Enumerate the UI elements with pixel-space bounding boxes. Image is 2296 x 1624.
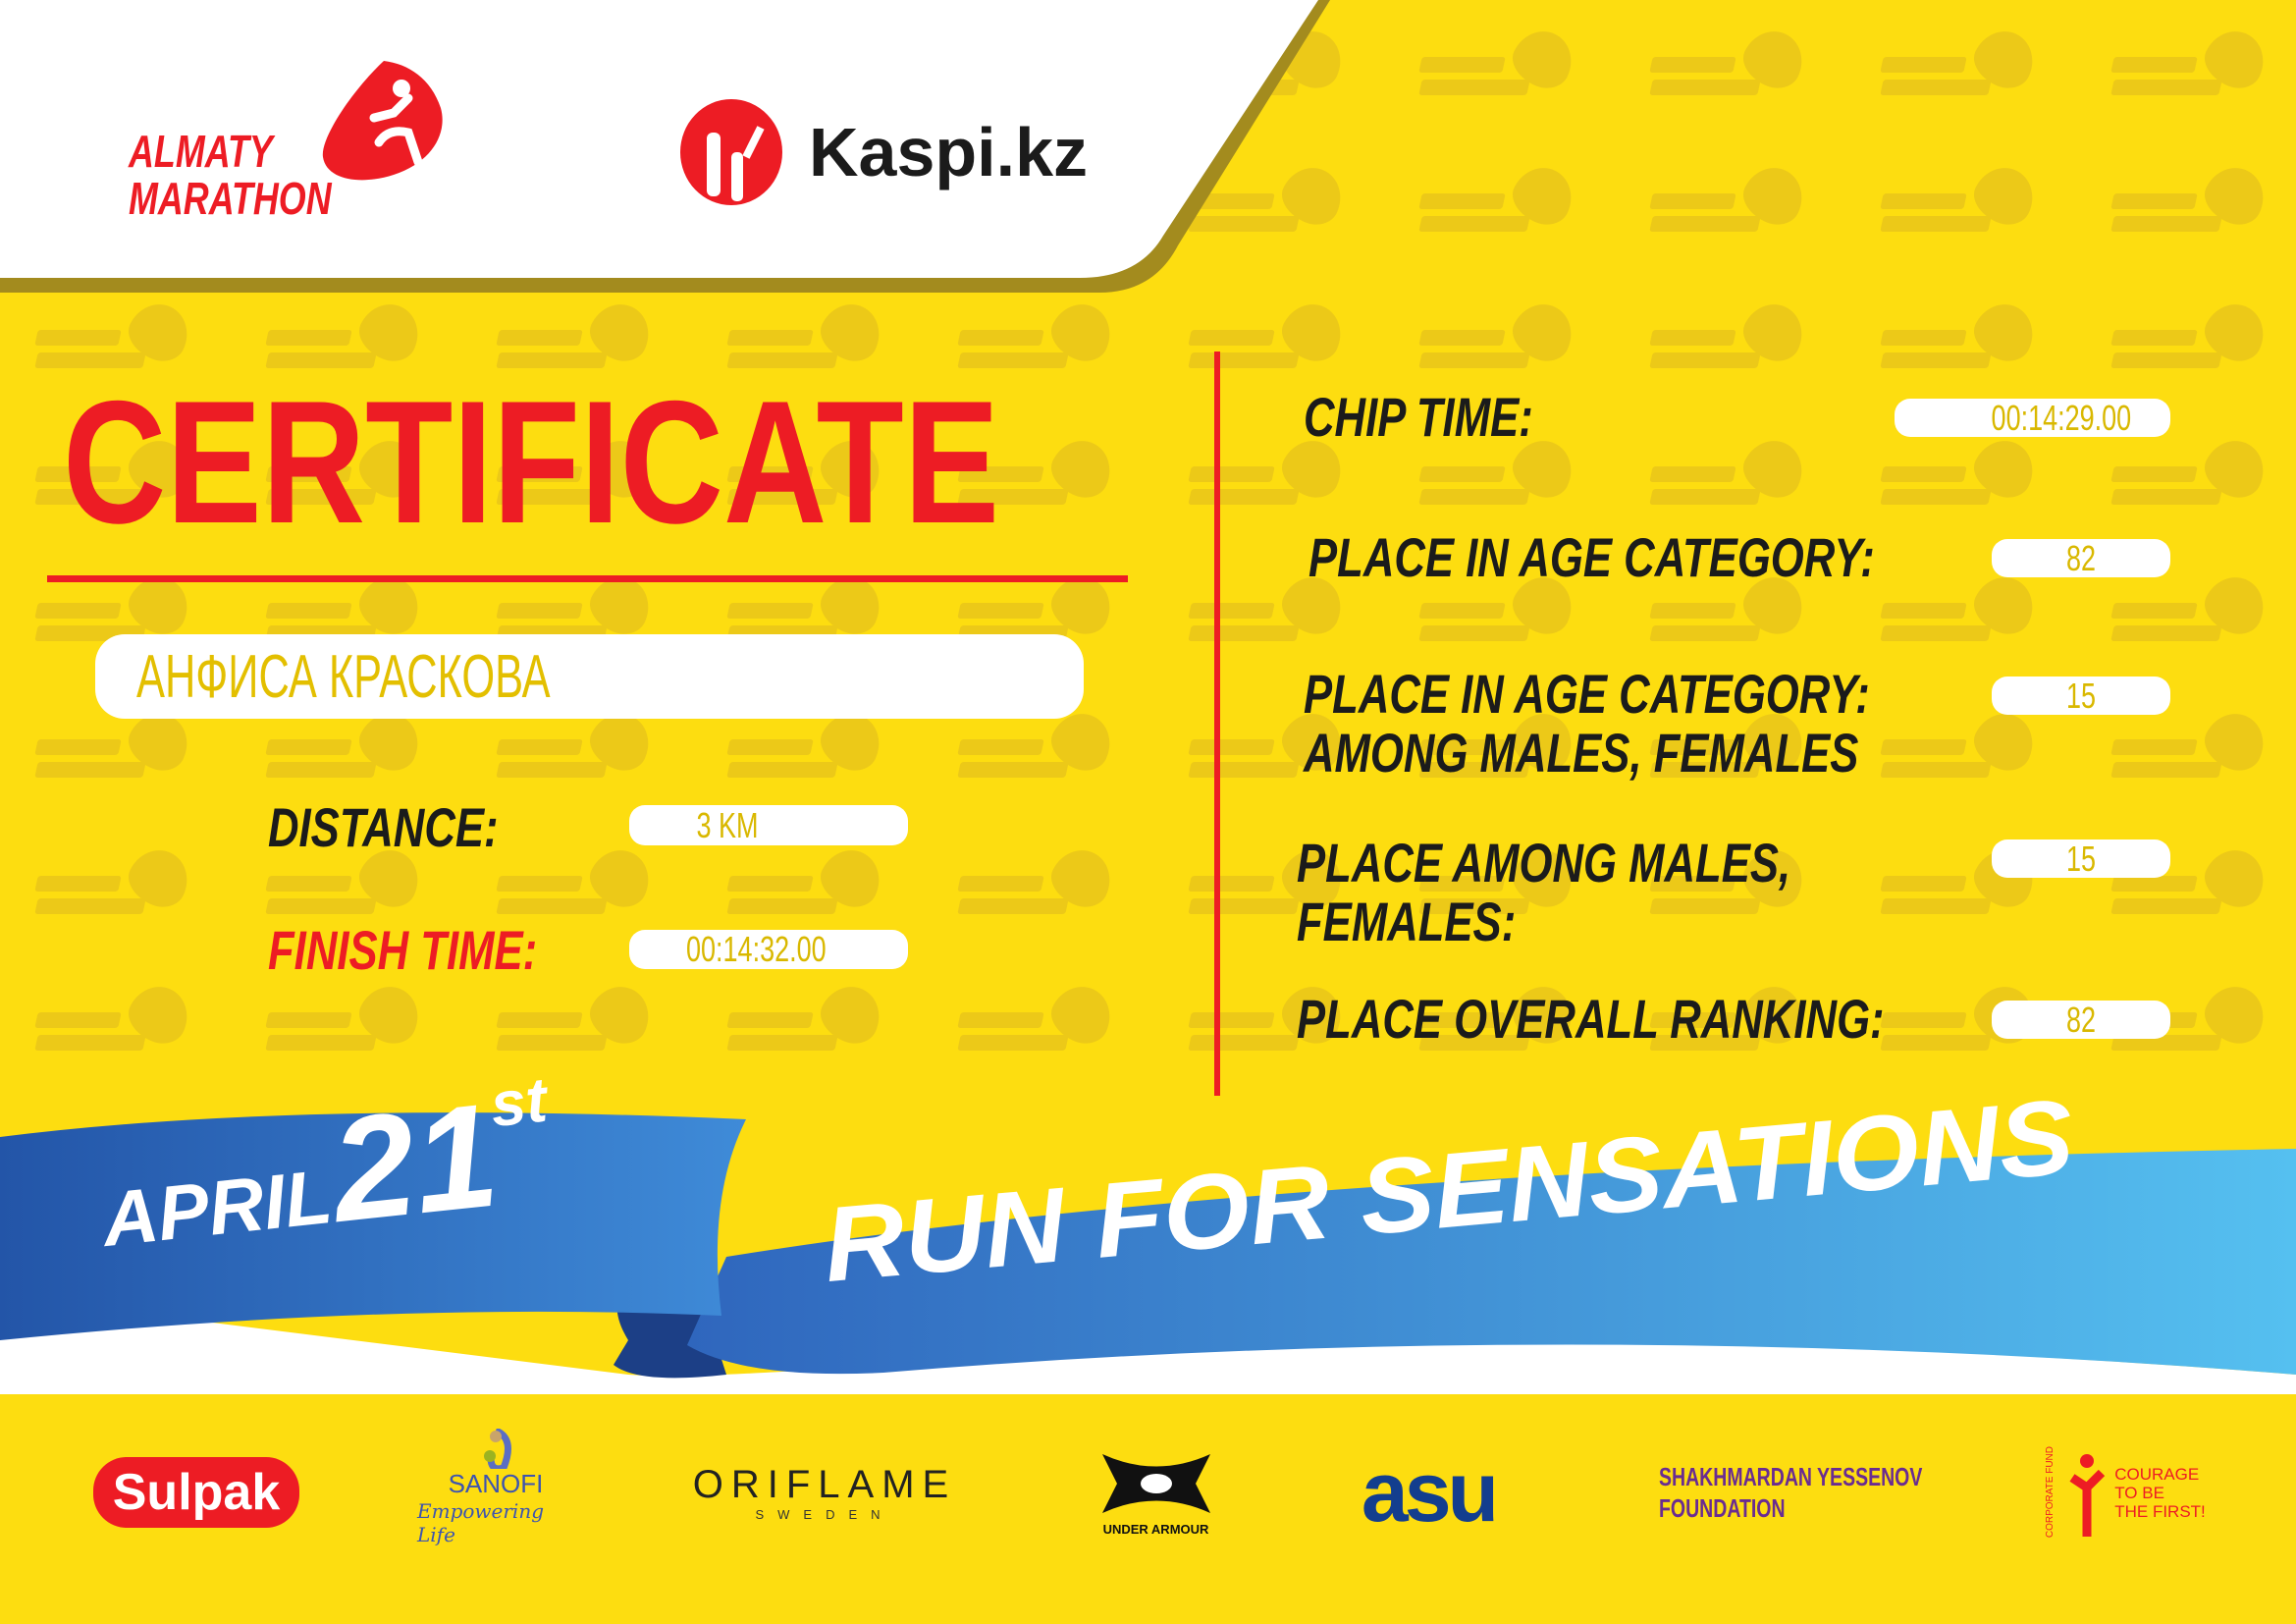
watermark-tile: [1880, 294, 2044, 385]
watermark-tile: [1418, 567, 1582, 658]
watermark-tile: [1880, 430, 2044, 521]
age-sex-label-line2: AMONG MALES, FEMALES: [1304, 722, 1859, 784]
divider-line: [1214, 352, 1220, 1096]
ribbon-day: 21: [324, 1071, 506, 1254]
logo-line1: ALMATY: [129, 126, 273, 177]
watermark-tile: [1188, 294, 1352, 385]
logo-line2: MARATHON: [129, 173, 332, 224]
watermark-tile: [34, 839, 198, 931]
participant-name: АНФИСА КРАСКОВА: [136, 642, 551, 711]
watermark-tile: [726, 703, 890, 794]
watermark-tile: [1418, 430, 1582, 521]
kaspi-text: Kaspi.kz: [809, 114, 1088, 190]
age-category-value: 82: [1992, 538, 2170, 578]
watermark-tile: [34, 703, 198, 794]
chip-time-value: 00:14:29.00: [1895, 398, 2170, 438]
almaty-marathon-logo: ALMATY MARATHON: [129, 59, 462, 236]
finish-time-value: 00:14:32.00: [629, 929, 908, 969]
overall-label: PLACE OVERALL RANKING:: [1297, 988, 1885, 1050]
under-armour-icon: [1101, 1453, 1210, 1513]
title-underline: [47, 575, 1128, 582]
watermark-tile: [726, 839, 890, 931]
watermark-tile: [496, 976, 660, 1067]
finish-time-label: FINISH TIME:: [268, 919, 538, 981]
sex-label-line2: FEMALES:: [1297, 891, 1517, 952]
under-armour-logo: UNDER ARMOUR: [1075, 1434, 1237, 1551]
sex-label-line1: PLACE AMONG MALES,: [1297, 832, 1791, 893]
watermark-tile: [1418, 294, 1582, 385]
yessenov-foundation-logo: SHAKHMARDAN YESSENOV FOUNDATION: [1620, 1434, 1953, 1551]
asu-logo: asu: [1361, 1444, 1499, 1540]
watermark-tile: [957, 839, 1121, 931]
overall-value: 82: [1992, 1000, 2170, 1040]
watermark-tile: [2110, 294, 2274, 385]
header-panel: [0, 0, 1330, 293]
watermark-tile: [1188, 567, 1352, 658]
sanofi-icon: [484, 1429, 511, 1469]
watermark-tile: [34, 976, 198, 1067]
oriflame-logo: ORIFLAME SWEDEN: [692, 1463, 957, 1522]
chip-time-label: CHIP TIME:: [1304, 386, 1533, 448]
kaspi-logo: Kaspi.kz: [677, 98, 1088, 206]
watermark-tile: [496, 703, 660, 794]
watermark-tile: [2110, 567, 2274, 658]
watermark-tile: [1880, 567, 2044, 658]
watermark-tile: [1649, 430, 1813, 521]
kaspi-icon: [680, 99, 782, 205]
watermark-tile: [1649, 294, 1813, 385]
watermark-tile: [726, 976, 890, 1067]
sex-value: 15: [1992, 839, 2170, 879]
runner-drop-icon: [322, 61, 443, 181]
watermark-tile: [2110, 430, 2274, 521]
watermark-tile: [265, 703, 429, 794]
courage-runner-icon: [2069, 1454, 2106, 1537]
age-sex-value: 15: [1992, 676, 2170, 716]
courage-fund-logo: CORPORATE FUND COURAGE TO BE THE FIRST!: [2012, 1434, 2238, 1551]
watermark-tile: [265, 976, 429, 1067]
sulpak-logo: Sulpak: [92, 1434, 300, 1551]
ribbon-banner: [0, 1112, 2296, 1394]
distance-value: 3 KM: [629, 805, 908, 845]
distance-label: DISTANCE:: [268, 796, 499, 858]
watermark-tile: [957, 976, 1121, 1067]
watermark-tile: [957, 703, 1121, 794]
age-sex-label-line1: PLACE IN AGE CATEGORY:: [1304, 663, 1870, 725]
certificate-title: CERTIFICATE: [63, 364, 1000, 560]
name-field: АНФИСА КРАСКОВА: [95, 634, 1084, 719]
watermark-tile: [1649, 567, 1813, 658]
watermark-tile: [2110, 839, 2274, 931]
sanofi-logo: SANOFI Empowering Life: [417, 1429, 574, 1546]
watermark-tile: [2110, 703, 2274, 794]
ribbon-day-suffix: st: [487, 1063, 551, 1141]
age-category-label: PLACE IN AGE CATEGORY:: [1308, 526, 1875, 588]
ribbon-month: APRIL: [98, 1153, 337, 1264]
courage-arc-text: CORPORATE FUND: [2045, 1446, 2056, 1539]
watermark-tile: [1188, 430, 1352, 521]
